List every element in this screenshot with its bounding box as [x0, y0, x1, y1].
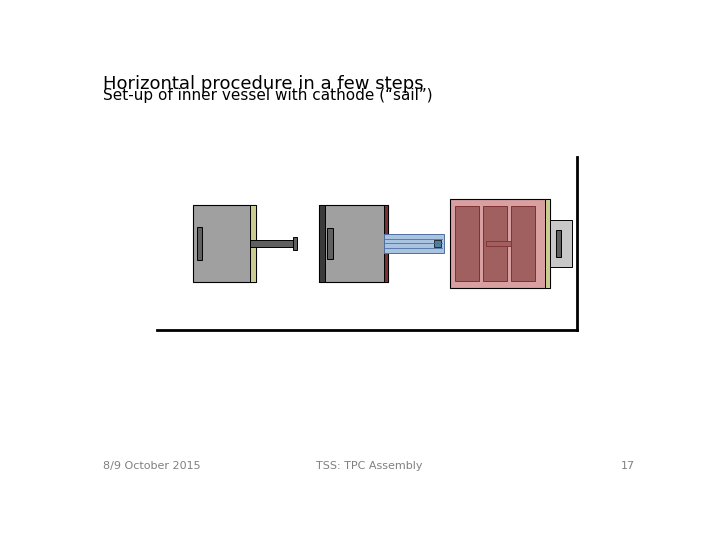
Bar: [450, 199, 550, 288]
Bar: [319, 205, 325, 282]
Bar: [328, 228, 333, 259]
Bar: [434, 240, 441, 247]
Text: TSS: TPC Assembly: TSS: TPC Assembly: [316, 461, 422, 471]
Text: Horizontal procedure in a few steps: Horizontal procedure in a few steps: [102, 75, 423, 93]
Bar: [197, 227, 202, 260]
Bar: [293, 237, 297, 249]
Bar: [486, 241, 510, 246]
Bar: [384, 205, 388, 282]
Bar: [510, 206, 534, 281]
Bar: [193, 205, 256, 282]
Text: 17: 17: [621, 461, 636, 471]
Bar: [455, 206, 479, 281]
Bar: [319, 205, 388, 282]
Bar: [251, 205, 256, 282]
Bar: [483, 206, 507, 281]
Bar: [384, 234, 444, 253]
Bar: [556, 230, 561, 257]
Bar: [550, 220, 572, 267]
Bar: [544, 199, 550, 288]
Bar: [251, 240, 297, 247]
Text: 8/9 October 2015: 8/9 October 2015: [102, 461, 200, 471]
Text: Set-up of inner vessel with cathode (“sail”): Set-up of inner vessel with cathode (“sa…: [102, 88, 432, 103]
